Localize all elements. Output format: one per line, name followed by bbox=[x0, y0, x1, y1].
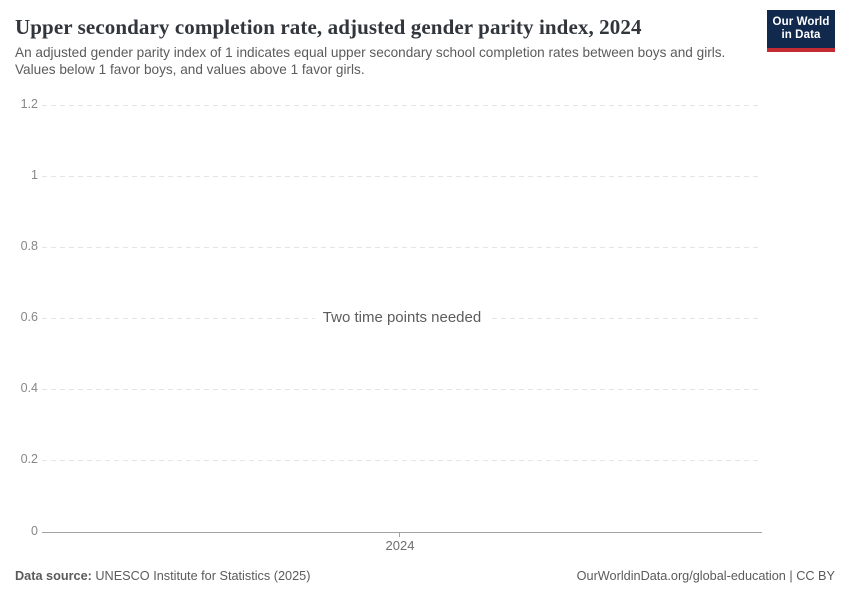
x-axis-row: 0 bbox=[0, 524, 850, 548]
gridline-row-1.2: 1.2 bbox=[0, 97, 850, 121]
chart-header: Upper secondary completion rate, adjuste… bbox=[15, 14, 835, 78]
gridline bbox=[42, 176, 762, 177]
y-axis-tick-label: 1.2 bbox=[20, 97, 38, 111]
gridline-row-0.4: 0.4 bbox=[0, 381, 850, 405]
no-data-message: Two time points needed bbox=[42, 309, 762, 326]
gridline-row-0.2: 0.2 bbox=[0, 452, 850, 476]
y-axis-tick-label: 0.4 bbox=[20, 381, 38, 395]
y-axis-tick-label: 1 bbox=[31, 168, 38, 182]
gridline bbox=[42, 389, 762, 390]
data-source-value: UNESCO Institute for Statistics (2025) bbox=[95, 569, 311, 583]
gridline bbox=[42, 460, 762, 461]
owid-logo: Our World in Data bbox=[767, 10, 835, 52]
x-axis-tick-mark bbox=[399, 533, 400, 537]
y-axis-tick-label: 0 bbox=[31, 524, 38, 538]
x-axis-line bbox=[42, 532, 762, 533]
gridline-row-1: 1 bbox=[0, 168, 850, 192]
data-source-note: Data source: UNESCO Institute for Statis… bbox=[15, 569, 310, 583]
chart-subtitle: An adjusted gender parity index of 1 ind… bbox=[15, 45, 726, 77]
owid-logo-text-line1: Our World bbox=[772, 16, 830, 28]
x-axis-tick-label: 2024 bbox=[385, 538, 415, 553]
y-axis-tick-label: 0.6 bbox=[20, 310, 38, 324]
attribution-note: OurWorldinData.org/global-education | CC… bbox=[576, 569, 835, 583]
page-title: Upper secondary completion rate, adjuste… bbox=[15, 15, 642, 39]
chart-footer: Data source: UNESCO Institute for Statis… bbox=[15, 569, 835, 583]
owid-logo-text-line2: in Data bbox=[781, 29, 821, 41]
y-axis-tick-label: 0.8 bbox=[20, 239, 38, 253]
gridline bbox=[42, 247, 762, 248]
data-source-label: Data source: bbox=[15, 569, 92, 583]
y-axis-tick-label: 0.2 bbox=[20, 452, 38, 466]
gridline-row-0.8: 0.8 bbox=[0, 239, 850, 263]
gridline bbox=[42, 105, 762, 106]
